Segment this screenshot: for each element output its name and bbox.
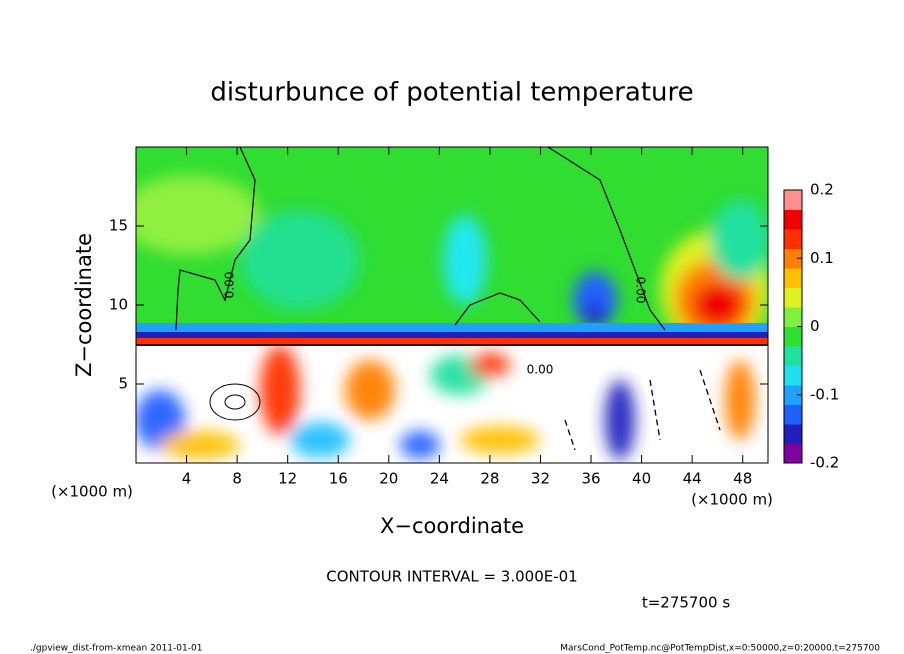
- x-unit-label: (×1000 m): [691, 491, 773, 509]
- contour-label: 0.00: [223, 272, 237, 299]
- colorbar-segment: [784, 365, 802, 386]
- colorbar-segment: [784, 385, 802, 405]
- colorbar-tick-label: 0: [810, 317, 820, 335]
- contour-interval: CONTOUR INTERVAL = 3.000E-01: [326, 568, 577, 586]
- x-tick-label: 36: [581, 470, 600, 488]
- colorbar-tick-label: 0.2: [810, 181, 834, 199]
- y-tick-label: 5: [118, 375, 128, 393]
- x-tick-label: 12: [278, 470, 297, 488]
- footer-right: MarsCond_PotTemp.nc@PotTempDist,x=0:5000…: [560, 644, 880, 654]
- colorbar-segment: [784, 268, 802, 288]
- colorbar-segment: [784, 326, 802, 347]
- colorbar-segment: [784, 404, 802, 425]
- colorbar-segment: [784, 307, 802, 327]
- chart-title: disturbunce of potential temperature: [210, 78, 693, 108]
- colorbar-segment: [784, 248, 802, 269]
- colorbar-tick-label: -0.2: [810, 454, 839, 472]
- time-label: t=275700 s: [642, 594, 730, 612]
- colorbar-segment: [784, 287, 802, 308]
- colorbar-segment: [784, 190, 802, 210]
- contour-label: 0.00: [634, 277, 648, 304]
- x-axis-label: X−coordinate: [380, 514, 524, 538]
- footer-left: ./gpview_dist-from-xmean 2011-01-01: [30, 644, 202, 654]
- colorbar-segment: [784, 229, 802, 249]
- x-tick-label: 32: [531, 470, 550, 488]
- x-tick-label: 16: [329, 470, 348, 488]
- x-unit-label: (×1000 m): [51, 483, 133, 501]
- x-tick-label: 20: [379, 470, 398, 488]
- colorbar-segment: [784, 443, 802, 464]
- x-tick-label: 40: [632, 470, 651, 488]
- y-tick-label: 10: [109, 296, 128, 314]
- colorbar-segment: [784, 424, 802, 444]
- contour-field: [136, 147, 768, 463]
- x-tick-label: 28: [480, 470, 499, 488]
- colorbar-segment: [784, 346, 802, 366]
- x-tick-label: 44: [683, 470, 702, 488]
- x-tick-label: 48: [733, 470, 752, 488]
- colorbar-tick-label: 0.1: [810, 249, 834, 267]
- colorbar-tick-label: -0.1: [810, 385, 839, 403]
- x-tick-label: 24: [430, 470, 449, 488]
- x-tick-label: 8: [232, 470, 242, 488]
- y-tick-label: 15: [109, 217, 128, 235]
- colorbar-segment: [784, 209, 802, 230]
- x-tick-label: 4: [182, 470, 192, 488]
- contour-label: 0.00: [527, 363, 554, 377]
- y-axis-label: Z−coordinate: [72, 233, 96, 377]
